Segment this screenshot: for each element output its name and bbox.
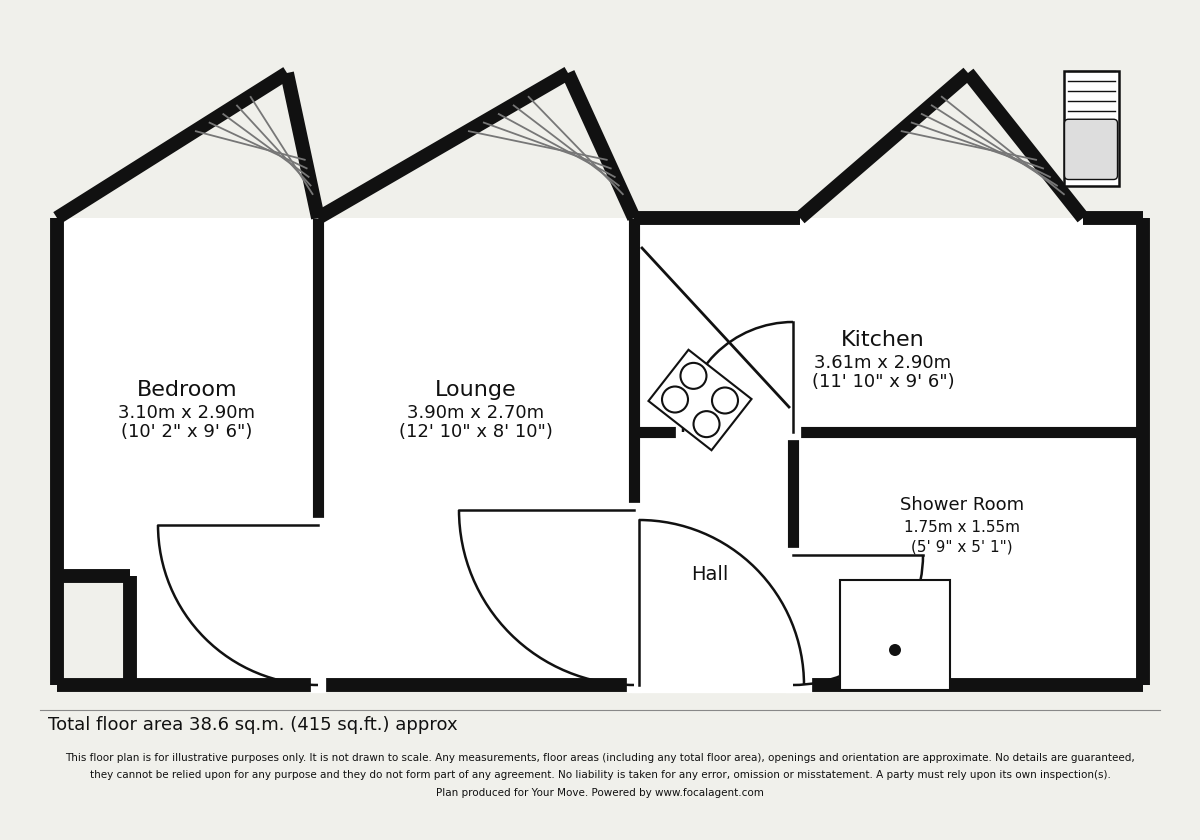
Text: Plan produced for Your Move. Powered by www.focalagent.com: Plan produced for Your Move. Powered by … — [436, 788, 764, 798]
Text: (11' 10" x 9' 6"): (11' 10" x 9' 6") — [811, 373, 954, 391]
Text: (12' 10" x 8' 10"): (12' 10" x 8' 10") — [400, 423, 553, 441]
Text: Hall: Hall — [691, 565, 728, 585]
Circle shape — [662, 386, 688, 412]
Text: Bedroom: Bedroom — [137, 380, 238, 400]
FancyBboxPatch shape — [1064, 119, 1117, 180]
Text: Total floor area 38.6 sq.m. (415 sq.ft.) approx: Total floor area 38.6 sq.m. (415 sq.ft.)… — [48, 716, 457, 734]
Circle shape — [680, 363, 707, 389]
Text: Kitchen: Kitchen — [841, 330, 925, 350]
Text: 3.61m x 2.90m: 3.61m x 2.90m — [815, 354, 952, 372]
Text: they cannot be relied upon for any purpose and they do not form part of any agre: they cannot be relied upon for any purpo… — [90, 770, 1110, 780]
Polygon shape — [58, 218, 1142, 685]
Circle shape — [694, 411, 720, 437]
Circle shape — [712, 387, 738, 413]
Text: (10' 2" x 9' 6"): (10' 2" x 9' 6") — [121, 423, 253, 441]
Bar — [1063, 71, 1118, 186]
Text: 3.10m x 2.90m: 3.10m x 2.90m — [119, 404, 256, 422]
Text: Shower Room: Shower Room — [900, 496, 1024, 514]
Text: This floor plan is for illustrative purposes only. It is not drawn to scale. Any: This floor plan is for illustrative purp… — [65, 753, 1135, 763]
Bar — [648, 349, 751, 450]
Text: Lounge: Lounge — [436, 380, 517, 400]
Circle shape — [889, 644, 901, 656]
Text: (5' 9" x 5' 1"): (5' 9" x 5' 1") — [911, 539, 1013, 554]
Text: 1.75m x 1.55m: 1.75m x 1.55m — [904, 521, 1020, 536]
Text: 3.90m x 2.70m: 3.90m x 2.70m — [408, 404, 545, 422]
Bar — [840, 580, 950, 690]
